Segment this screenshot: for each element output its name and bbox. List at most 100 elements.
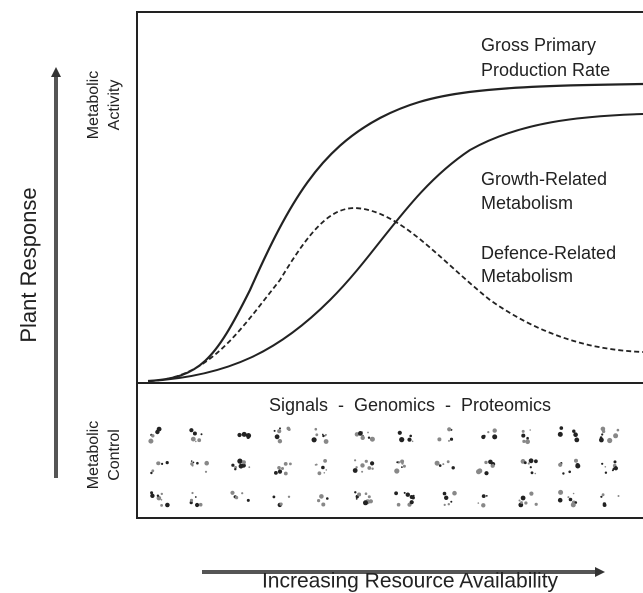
dot — [601, 433, 603, 435]
dot — [150, 472, 152, 474]
dot — [365, 460, 368, 463]
dot — [288, 496, 290, 498]
dot — [360, 463, 364, 467]
dot — [534, 459, 538, 463]
dot — [195, 441, 197, 443]
dot — [316, 464, 318, 466]
dot — [529, 458, 534, 463]
panel-label: Activity — [106, 80, 123, 131]
dot — [481, 503, 485, 507]
dot — [155, 430, 159, 434]
dot — [524, 501, 527, 504]
dot — [231, 464, 234, 467]
dot — [235, 496, 238, 499]
dot — [396, 461, 398, 463]
curve-label: Growth-Related — [481, 169, 607, 189]
y-label: Plant Response — [16, 187, 41, 342]
dot — [524, 461, 527, 464]
dot — [148, 439, 153, 444]
dot — [601, 463, 603, 465]
panel-label: Control — [106, 429, 123, 481]
dot — [277, 429, 281, 433]
gpp-curve — [148, 84, 643, 381]
dot — [409, 435, 412, 438]
dot — [195, 503, 199, 507]
dot — [354, 491, 356, 493]
dot — [569, 498, 573, 502]
dot — [482, 494, 486, 498]
dot — [599, 438, 604, 443]
dot — [602, 430, 605, 433]
curve-label: Defence-Related — [481, 243, 616, 263]
panel-label: Metabolic — [85, 421, 102, 489]
dot — [452, 466, 455, 469]
dot — [368, 495, 371, 498]
dot — [190, 499, 193, 502]
dot — [448, 440, 450, 442]
dot — [278, 470, 282, 474]
dot — [528, 462, 530, 464]
dot — [161, 493, 163, 495]
dot — [274, 471, 278, 475]
dot — [326, 469, 328, 471]
dot — [394, 468, 399, 473]
dot — [450, 438, 453, 441]
dot — [237, 459, 242, 464]
dot — [447, 427, 451, 431]
dot — [452, 491, 457, 496]
dot — [398, 431, 402, 435]
dot — [525, 439, 530, 444]
dot — [573, 493, 575, 495]
dot — [443, 492, 447, 496]
dot — [355, 466, 357, 468]
dot — [558, 432, 563, 437]
dot — [358, 431, 363, 436]
dot — [246, 433, 251, 438]
dot — [562, 472, 564, 474]
dot — [410, 500, 414, 504]
dot — [193, 432, 197, 436]
dot — [197, 438, 201, 442]
dot — [519, 500, 521, 502]
signal-dots — [148, 426, 619, 507]
dot — [530, 466, 532, 468]
dot — [444, 504, 446, 506]
dot — [317, 499, 320, 502]
dot — [394, 491, 398, 495]
dot — [574, 438, 579, 443]
dot — [287, 427, 291, 431]
page: Plant Response Increasing Resource Avail… — [0, 0, 643, 593]
dot — [315, 433, 318, 436]
dot — [522, 430, 525, 433]
dot — [614, 460, 617, 463]
dot — [353, 468, 358, 473]
dot — [192, 465, 194, 467]
dot — [205, 471, 207, 473]
dot — [558, 490, 563, 495]
dot — [607, 438, 612, 443]
dot — [321, 503, 325, 507]
dot — [363, 500, 368, 505]
dot — [493, 428, 497, 432]
curve-label: Metabolism — [481, 193, 573, 213]
dot — [478, 502, 480, 504]
dot — [560, 426, 564, 430]
dot — [324, 439, 329, 444]
dot — [242, 460, 246, 464]
dot — [531, 471, 534, 474]
dot — [160, 504, 163, 507]
lower-title: Signals - Genomics - Proteomics — [269, 395, 551, 415]
dot — [568, 471, 571, 474]
dot — [520, 501, 523, 504]
dot — [277, 466, 281, 470]
dot — [193, 462, 195, 464]
dot — [484, 471, 488, 475]
dot — [161, 499, 163, 501]
dot — [450, 501, 452, 503]
panel-label: Metabolic — [85, 71, 102, 139]
dot — [322, 434, 324, 436]
dot — [354, 459, 356, 461]
dot — [442, 463, 444, 465]
dot — [191, 437, 196, 442]
dot — [567, 496, 569, 498]
